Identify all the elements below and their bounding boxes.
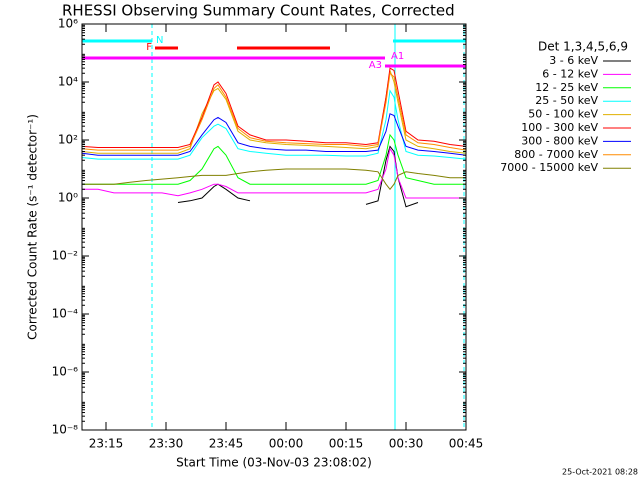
flag-label: A1	[391, 51, 404, 62]
legend-label: 300 - 800 keV	[521, 134, 598, 147]
y-tick-label: 10⁶	[58, 17, 78, 31]
flag-label: N	[156, 35, 163, 46]
x-tick-label: 23:15	[89, 437, 124, 451]
y-tick-label: 10⁴	[58, 75, 78, 89]
legend-label: 6 - 12 keV	[542, 67, 598, 80]
series-line	[82, 147, 466, 199]
x-tick-label: 23:45	[209, 437, 244, 451]
legend-label: 800 - 7000 keV	[514, 148, 598, 161]
flag-label: F	[146, 42, 152, 53]
y-tick-label: 10²	[58, 133, 78, 147]
series-line	[177, 145, 419, 208]
y-tick-label: 10⁻⁸	[52, 423, 79, 437]
series-line	[82, 67, 466, 148]
series-line	[82, 133, 466, 185]
y-tick-label: 10⁻⁴	[52, 307, 79, 321]
legend-label: 3 - 6 keV	[549, 54, 598, 67]
y-tick-label: 10⁰	[58, 191, 78, 205]
x-tick-label: 00:45	[449, 437, 484, 451]
x-tick-label: 00:15	[329, 437, 364, 451]
x-tick-label: 00:00	[269, 437, 304, 451]
plot-frame	[81, 23, 467, 431]
flag-label: A3	[369, 60, 382, 71]
series-line	[82, 168, 466, 191]
y-tick-label: 10⁻²	[52, 249, 79, 263]
series-line	[82, 72, 466, 151]
chart-title: RHESSI Observing Summary Count Rates, Co…	[62, 2, 455, 20]
x-tick-label: 00:30	[389, 437, 424, 451]
x-tick-label: 23:30	[149, 437, 184, 451]
y-tick-label: 10⁻⁶	[52, 365, 79, 379]
y-axis-label: Corrected Count Rate (s⁻¹ detector⁻¹)	[26, 114, 40, 340]
legend-label: 12 - 25 keV	[535, 81, 598, 94]
x-axis-label: Start Time (03-Nov-03 23:08:02)	[176, 456, 372, 470]
legend-label: 100 - 300 keV	[521, 121, 598, 134]
series-line	[82, 70, 466, 154]
plot-lines	[82, 67, 466, 208]
series-line	[82, 113, 466, 156]
legend-label: 7000 - 15000 keV	[500, 161, 598, 174]
series-line	[82, 89, 466, 160]
footer: 25-Oct-2021 08:28	[562, 468, 638, 477]
legend-label: 25 - 50 keV	[535, 94, 598, 107]
legend-label: 50 - 100 keV	[528, 108, 598, 121]
legend-title: Det 1,3,4,5,6,9	[538, 40, 628, 54]
